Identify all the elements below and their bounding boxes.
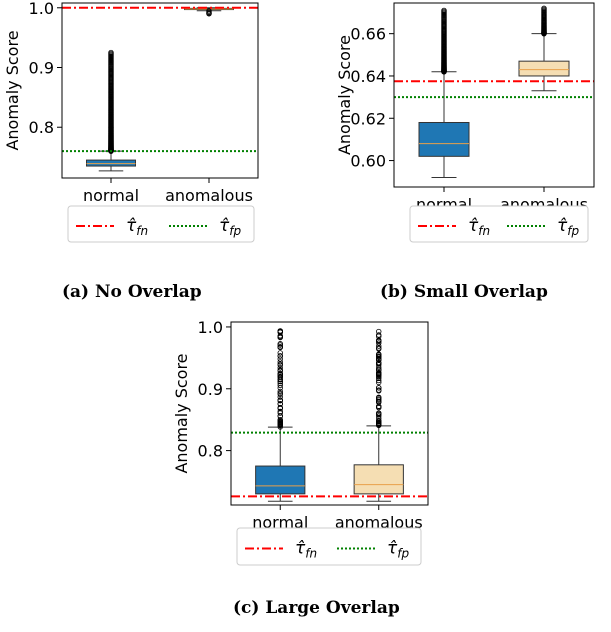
y-axis-label: Anomaly Score <box>172 353 191 473</box>
caption-b: (b) Small Overlap <box>380 282 548 302</box>
y-tick-label: 0.9 <box>198 380 223 399</box>
legend: τ̂fn τ̂fp <box>410 206 588 242</box>
chart-panel-a: 0.8 0.9 1.0 Anomaly Score normal anomalousτ̂f… <box>3 0 258 242</box>
box-normal <box>256 329 305 502</box>
y-tick-label: 1.0 <box>198 318 223 337</box>
y-tick-label: 0.62 <box>350 109 386 128</box>
y-tick-label: 0.64 <box>350 67 386 86</box>
y-tick-label: 0.60 <box>350 152 386 171</box>
y-axis-label: Anomaly Score <box>3 30 22 150</box>
caption-a: (a) No Overlap <box>62 282 202 302</box>
x-tick-label: anomalous <box>165 186 253 205</box>
box-body <box>354 465 403 494</box>
box-anomalous <box>354 329 403 501</box>
box-normal <box>87 50 136 171</box>
outlier-point <box>278 351 283 356</box>
plot-frame <box>394 3 594 187</box>
legend: τ̂fn τ̂fp <box>237 528 421 565</box>
y-axis-label: Anomaly Score <box>335 35 354 155</box>
y-tick-label: 0.8 <box>29 118 54 137</box>
box-anomalous <box>185 8 234 16</box>
x-tick-label: normal <box>83 186 139 205</box>
legend: τ̂fn τ̂fp <box>68 206 254 242</box>
box-body <box>87 160 136 166</box>
box-anomalous <box>519 6 569 91</box>
caption-c: (c) Large Overlap <box>233 598 400 618</box>
y-tick-label: 1.0 <box>29 0 54 18</box>
box-normal <box>419 8 469 177</box>
box-body <box>256 466 305 494</box>
outlier-point <box>278 357 283 362</box>
box-body <box>419 122 469 156</box>
y-tick-label: 0.9 <box>29 59 54 78</box>
y-tick-label: 0.8 <box>198 442 223 461</box>
y-tick-label: 0.66 <box>350 25 386 44</box>
box-body <box>519 61 569 76</box>
